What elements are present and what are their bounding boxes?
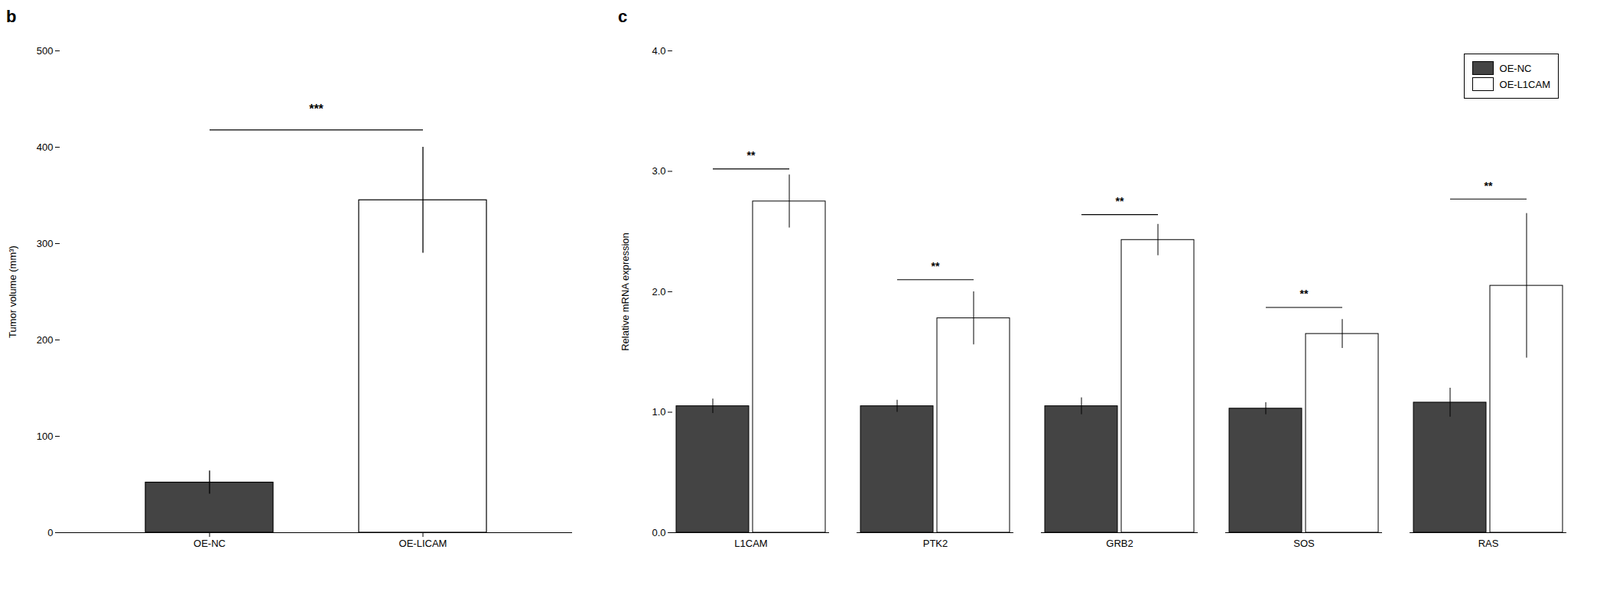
svg-text:0.0: 0.0: [651, 526, 666, 539]
svg-text:**: **: [1300, 287, 1309, 300]
svg-text:**: **: [1115, 195, 1125, 208]
svg-text:0: 0: [47, 526, 53, 539]
svg-text:**: **: [1484, 179, 1493, 192]
svg-text:RAS: RAS: [1478, 537, 1500, 550]
svg-text:***: ***: [308, 102, 324, 116]
html-text:OE-L1CAM: OE-L1CAM: [1499, 78, 1551, 90]
svg-text:1.0: 1.0: [651, 406, 666, 418]
svg-text:3.0: 3.0: [651, 165, 666, 177]
svg-text:SOS: SOS: [1293, 537, 1315, 550]
svg-text:L1CAM: L1CAM: [734, 537, 768, 550]
svg-text:PTK2: PTK2: [923, 537, 949, 550]
svg-text:400: 400: [36, 141, 54, 153]
svg-text:**: **: [747, 149, 756, 162]
svg-text:100: 100: [36, 430, 54, 443]
svg-text:Tumor volume (mm³): Tumor volume (mm³): [6, 245, 19, 339]
html-text:b: b: [6, 6, 17, 27]
svg-text:OE-LICAM: OE-LICAM: [399, 537, 448, 550]
svg-text:500: 500: [36, 45, 54, 57]
html-text:OE-NC: OE-NC: [1499, 62, 1532, 74]
svg-text:**: **: [931, 260, 940, 273]
svg-text:2.0: 2.0: [651, 286, 666, 298]
svg-text:Relative mRNA expression: Relative mRNA expression: [619, 232, 631, 352]
svg-text:300: 300: [36, 237, 54, 250]
svg-text:GRB2: GRB2: [1105, 537, 1133, 550]
html-text:c: c: [617, 6, 628, 27]
svg-text:OE-NC: OE-NC: [193, 537, 226, 550]
svg-text:4.0: 4.0: [651, 45, 666, 57]
svg-text:200: 200: [36, 334, 54, 346]
